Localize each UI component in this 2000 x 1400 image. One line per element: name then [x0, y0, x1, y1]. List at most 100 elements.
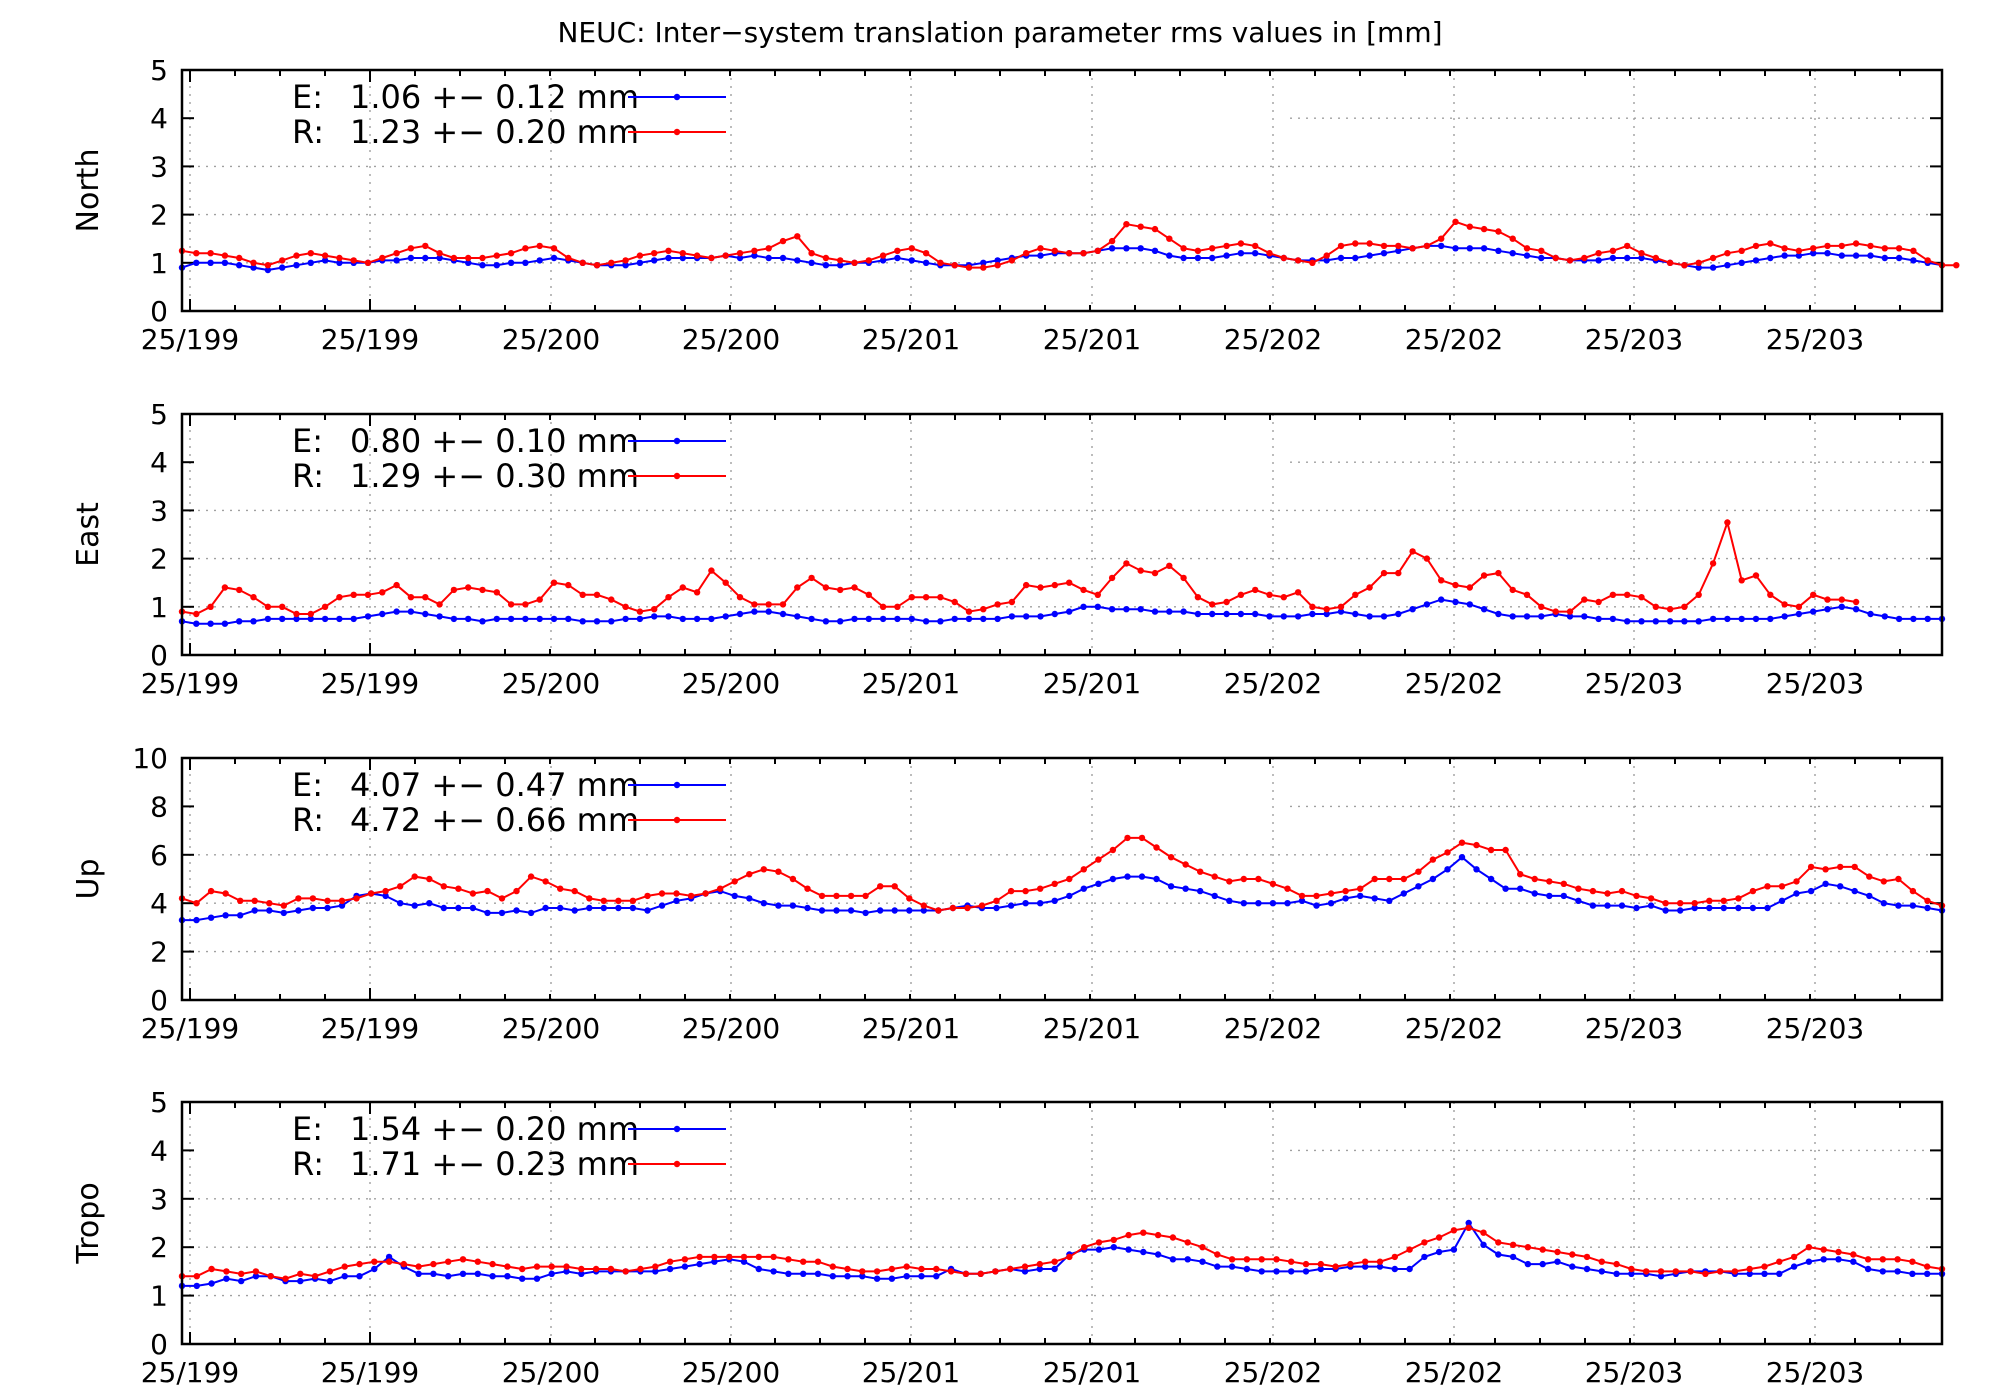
- x-tick-label: 25/200: [502, 1012, 601, 1045]
- data-point: [295, 895, 302, 902]
- data-point: [1509, 613, 1516, 620]
- data-point: [1738, 615, 1745, 623]
- data-point: [651, 257, 658, 264]
- data-point: [1746, 1270, 1753, 1278]
- data-point: [1450, 1246, 1458, 1253]
- data-point: [1552, 608, 1559, 615]
- data-point: [507, 601, 515, 608]
- data-point: [1643, 1268, 1650, 1275]
- x-tick-label: 25/201: [1043, 1356, 1142, 1389]
- data-point: [479, 254, 486, 262]
- data-point: [600, 904, 607, 912]
- data-point: [1509, 250, 1516, 257]
- data-point: [1180, 254, 1187, 262]
- data-point: [1452, 581, 1459, 589]
- data-point: [822, 262, 830, 269]
- data-point: [382, 887, 389, 895]
- data-point: [822, 254, 830, 262]
- data-point: [922, 618, 930, 625]
- series-r: [178, 519, 1860, 618]
- data-point: [493, 615, 500, 623]
- data-point: [1167, 854, 1175, 861]
- data-point: [1194, 594, 1202, 601]
- legend-value: 1.29 +− 0.30 mm: [350, 457, 639, 495]
- data-point: [1881, 254, 1889, 262]
- data-point: [238, 1270, 245, 1278]
- x-tick-label: 25/199: [141, 1356, 240, 1389]
- data-point: [1051, 1258, 1058, 1265]
- data-point: [1022, 581, 1030, 589]
- data-point: [1435, 1248, 1443, 1256]
- data-point: [309, 904, 317, 912]
- data-point: [279, 615, 286, 623]
- data-point: [1538, 247, 1545, 254]
- data-point: [474, 1270, 481, 1278]
- data-point: [1810, 608, 1817, 615]
- data-point: [1288, 1268, 1295, 1275]
- data-point: [636, 259, 644, 266]
- data-point: [1313, 902, 1320, 909]
- data-point: [1022, 887, 1029, 895]
- data-point: [1824, 606, 1831, 613]
- data-point: [193, 1273, 200, 1280]
- data-point: [440, 883, 447, 890]
- data-point: [1080, 586, 1087, 594]
- data-point: [1618, 902, 1626, 909]
- data-point: [238, 1277, 245, 1285]
- data-point: [1546, 878, 1553, 885]
- data-point: [309, 895, 317, 902]
- series-line: [181, 220, 1957, 269]
- data-point: [1337, 603, 1345, 610]
- data-point: [565, 254, 572, 262]
- data-point: [746, 895, 753, 902]
- data-point: [859, 1273, 866, 1280]
- data-point: [1880, 878, 1888, 885]
- data-point: [578, 1270, 585, 1278]
- data-point: [800, 1270, 807, 1278]
- legend-marker: [673, 128, 681, 136]
- data-point: [1294, 257, 1302, 264]
- data-point: [1280, 594, 1288, 601]
- data-point: [908, 245, 915, 252]
- data-point: [1037, 885, 1044, 892]
- data-point: [1624, 242, 1631, 250]
- data-point: [1624, 254, 1631, 262]
- data-point: [1495, 569, 1502, 577]
- y-axis-label: East: [71, 502, 106, 567]
- series-r: [178, 1224, 1946, 1282]
- data-point: [711, 1253, 718, 1261]
- data-point: [708, 615, 715, 623]
- data-point: [1752, 242, 1760, 250]
- data-point: [1409, 245, 1416, 252]
- data-point: [479, 618, 486, 625]
- data-point: [336, 259, 343, 266]
- data-point: [1095, 880, 1102, 887]
- y-tick-label: 3: [150, 494, 168, 527]
- data-point: [1624, 618, 1631, 625]
- data-point: [760, 900, 767, 907]
- data-point: [814, 1258, 822, 1265]
- data-point: [1647, 902, 1655, 909]
- data-point: [264, 603, 272, 610]
- data-point: [736, 254, 744, 262]
- data-point: [1380, 569, 1388, 577]
- data-point: [785, 1270, 792, 1278]
- data-point: [1838, 242, 1846, 250]
- data-point: [1400, 890, 1408, 897]
- data-point: [1081, 1244, 1088, 1251]
- data-point: [775, 868, 782, 875]
- data-point: [1182, 885, 1189, 892]
- data-point: [307, 259, 314, 266]
- x-tick-label: 25/200: [502, 667, 601, 700]
- data-point: [1502, 885, 1509, 892]
- data-point: [1761, 1263, 1768, 1270]
- data-point: [1589, 887, 1597, 895]
- data-point: [607, 1265, 615, 1273]
- data-point: [1409, 606, 1416, 613]
- data-point: [736, 250, 744, 257]
- data-point: [1595, 257, 1602, 264]
- data-point: [1695, 591, 1702, 598]
- plot-frame: [180, 412, 1944, 657]
- data-point: [1037, 900, 1044, 907]
- data-point: [1166, 235, 1173, 242]
